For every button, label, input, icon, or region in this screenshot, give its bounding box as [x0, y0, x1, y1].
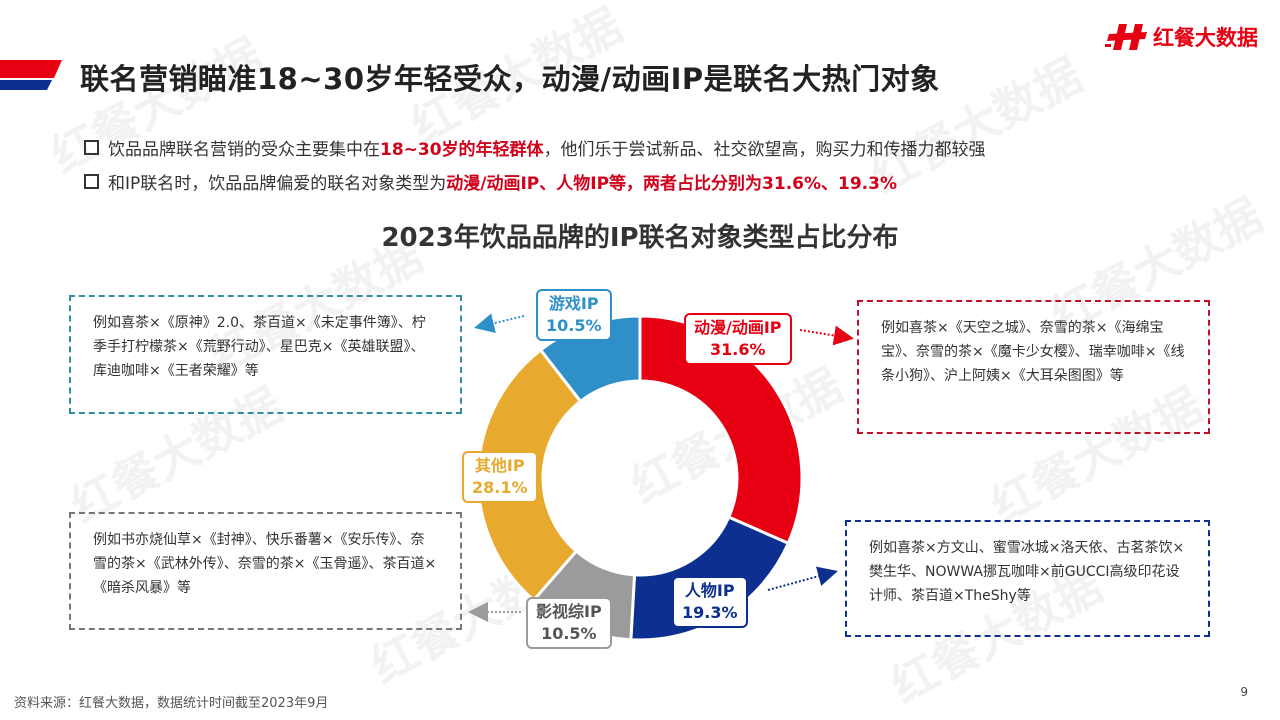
arrow-to-person-callout — [768, 572, 834, 590]
callout-game-examples: 例如喜茶×《原神》2.0、茶百道×《未定事件簿》、柠季手打柠檬茶×《荒野行动》、… — [69, 295, 462, 414]
callout-anime-examples: 例如喜茶×《天空之城》、奈雪的茶×《海绵宝宝》、奈雪的茶×《魔卡少女樱》、瑞幸咖… — [857, 300, 1210, 434]
arrow-to-game-callout — [478, 316, 524, 327]
slice-name: 人物IP — [682, 580, 738, 602]
slice-value: 19.3% — [682, 602, 738, 624]
slice-name: 影视综IP — [536, 601, 602, 623]
page-number: 9 — [1240, 685, 1248, 699]
slice-label-person: 人物IP 19.3% — [672, 576, 748, 628]
slice-value: 10.5% — [536, 623, 602, 645]
slice-value: 10.5% — [546, 315, 602, 337]
slice-name: 动漫/动画IP — [694, 317, 782, 339]
callout-person-examples: 例如喜茶×方文山、蜜雪冰城×洛天依、古茗茶饮×樊生华、NOWWA挪瓦咖啡×前GU… — [845, 520, 1210, 637]
slice-label-other: 其他IP 28.1% — [462, 451, 538, 503]
slice-value: 28.1% — [472, 477, 528, 499]
slice-label-anime: 动漫/动画IP 31.6% — [684, 313, 792, 365]
slice-value: 31.6% — [694, 339, 782, 361]
callout-other-examples: 例如书亦烧仙草×《封神》、快乐番薯×《安乐传》、奈雪的茶×《武林外传》、奈雪的茶… — [69, 512, 462, 630]
slice-label-game: 游戏IP 10.5% — [536, 289, 612, 341]
arrow-to-anime-callout — [800, 330, 850, 338]
slice-name: 其他IP — [472, 455, 528, 477]
slice-label-film: 影视综IP 10.5% — [526, 597, 612, 649]
data-source-note: 资料来源：红餐大数据，数据统计时间截至2023年9月 — [14, 692, 328, 711]
slice-name: 游戏IP — [546, 293, 602, 315]
